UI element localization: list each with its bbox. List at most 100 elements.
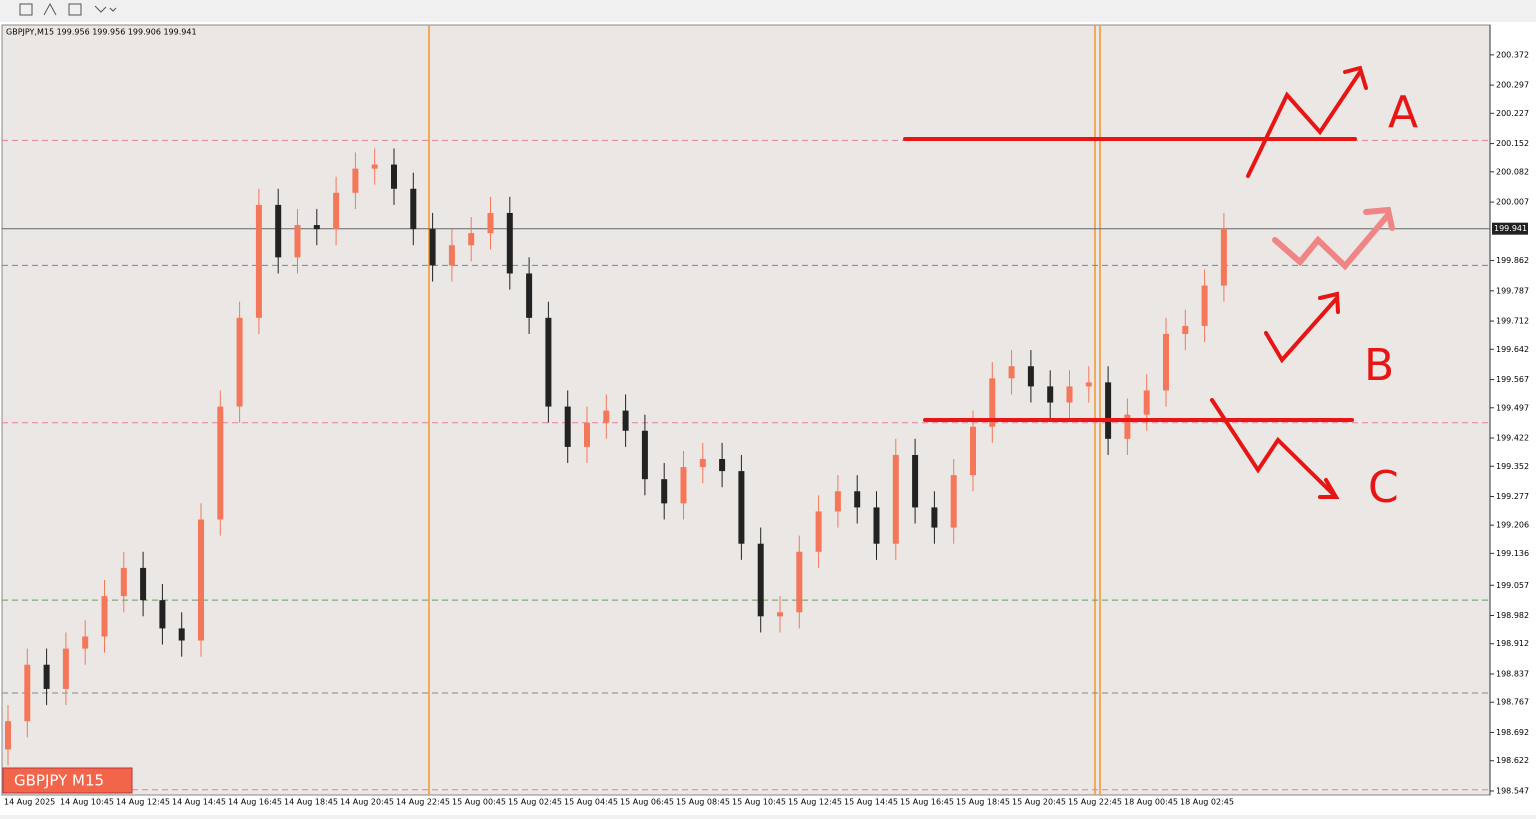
candle-body [1163,333,1169,391]
x-tick-label: 15 Aug 14:45 [844,798,898,807]
y-tick-label: 200.372 [1496,50,1529,59]
candle-body [1085,382,1092,387]
candle-body [526,273,533,318]
candle-body [24,664,31,722]
candle-body [5,721,11,750]
candle-body [661,479,668,504]
candle-body [719,459,726,472]
drawn-arrow [1272,206,1395,271]
candle-body [255,204,262,318]
y-tick-label: 199.567 [1496,375,1529,384]
y-tick-label: 198.982 [1496,611,1529,620]
candle-body [1008,366,1015,379]
candle-body [1220,228,1227,286]
x-tick-label: 15 Aug 00:45 [452,798,506,807]
candle-body [120,567,127,597]
y-tick-label: 199.136 [1496,549,1529,558]
candle-body [352,168,359,193]
candle-body [313,225,320,230]
x-tick-label: 14 Aug 2025 [4,798,55,807]
candle-body [641,430,648,480]
candle-body [294,225,301,258]
x-tick-label: 15 Aug 08:45 [676,798,730,807]
x-tick-label: 14 Aug 18:45 [284,798,338,807]
y-tick-label: 199.206 [1496,521,1529,530]
candle-body [777,612,783,617]
y-tick-label: 199.057 [1496,581,1529,590]
y-tick-label: 198.622 [1496,756,1529,765]
y-tick-label: 200.007 [1496,198,1529,207]
x-tick-label: 15 Aug 22:45 [1068,798,1122,807]
x-tick-label: 15 Aug 16:45 [900,798,954,807]
y-tick-label: 198.547 [1496,786,1529,795]
toolbar [0,0,1536,22]
candle-body [699,459,706,468]
y-tick-label: 198.692 [1496,728,1529,737]
x-tick-label: 14 Aug 16:45 [228,798,282,807]
y-tick-label: 200.227 [1496,109,1529,118]
candle-body [834,491,841,512]
x-tick-label: 15 Aug 12:45 [788,798,842,807]
tool-icon[interactable] [43,2,57,16]
candle-body [1027,366,1034,387]
annotation: C [1368,462,1399,513]
candle-body [564,406,571,447]
candle-body [1182,325,1189,334]
candle-body [545,317,552,407]
tool-icon[interactable] [94,5,117,13]
y-tick-label: 199.277 [1496,492,1529,501]
candle-body [1124,414,1131,439]
x-tick-label: 15 Aug 02:45 [508,798,562,807]
candle-body [506,212,513,274]
drawn-arrow [1246,65,1368,178]
candle-body [82,636,89,649]
candle-body [140,567,147,601]
candle-body [1047,386,1054,403]
candle-body [1201,285,1208,326]
candle-body [217,406,224,520]
symbol-badge-text: GBPJPY M15 [14,772,104,790]
candle-body [680,467,687,504]
candle-body [873,507,880,544]
candle-body [931,507,938,528]
x-tick-label: 15 Aug 18:45 [956,798,1010,807]
toolbar-icons [19,2,117,16]
drawing [903,65,1395,499]
candle-body [738,471,745,544]
y-tick-label: 199.497 [1496,403,1529,412]
drawn-arrow [1210,398,1340,499]
candle-body [62,648,69,689]
annotation: A [1388,87,1418,138]
candle-body [1105,382,1112,439]
candle-body [950,475,957,528]
y-tick-label: 199.712 [1496,317,1529,326]
y-tick-label: 199.787 [1496,286,1529,295]
y-tick-label: 198.837 [1496,669,1529,678]
candle-body [603,410,610,423]
tool-icon[interactable] [19,3,33,16]
candle-body [159,600,166,629]
candle-body [1143,390,1150,415]
candle-body [429,229,436,266]
x-tick-label: 14 Aug 22:45 [396,798,450,807]
candle-body [371,164,378,169]
price-tag-label: 199.941 [1494,224,1527,233]
candle-body [854,491,861,508]
x-tick-label: 15 Aug 20:45 [1012,798,1066,807]
candle-body [448,245,455,266]
candle-body [970,426,976,476]
chart-header: GBPJPY,M15 199.956 199.956 199.906 199.9… [6,28,197,37]
candle-body [275,204,282,258]
x-tick-label: 14 Aug 14:45 [172,798,226,807]
candle-body [391,164,397,189]
candle-body [584,422,590,447]
candle-body [43,664,50,689]
x-tick-label: 15 Aug 04:45 [564,798,618,807]
y-tick-label: 199.642 [1496,345,1529,354]
y-tick-label: 199.422 [1496,434,1529,443]
tool-icon[interactable] [68,3,82,16]
x-tick-label: 14 Aug 12:45 [116,798,170,807]
x-tick-label: 15 Aug 10:45 [732,798,786,807]
